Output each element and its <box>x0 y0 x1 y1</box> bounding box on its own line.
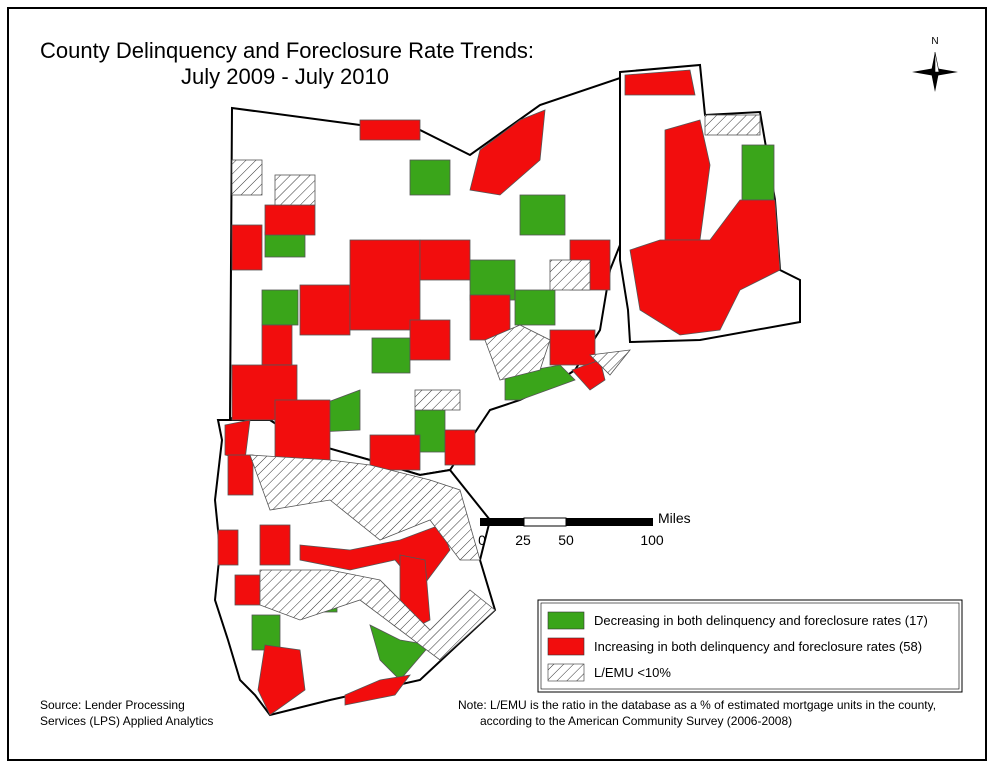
county <box>741 144 775 201</box>
legend-swatch <box>547 611 585 630</box>
county <box>299 284 351 336</box>
county <box>227 454 254 496</box>
county <box>234 574 261 606</box>
county <box>259 569 496 661</box>
county <box>629 199 781 336</box>
legend-label: L/EMU <10% <box>594 665 671 680</box>
county <box>274 399 331 461</box>
county <box>589 349 631 376</box>
county <box>484 324 551 381</box>
compass-label: N <box>931 36 938 47</box>
map <box>213 63 801 717</box>
scale-label: 0 <box>478 532 486 548</box>
scale-label: 100 <box>640 532 664 548</box>
county <box>549 329 596 366</box>
county <box>371 337 411 374</box>
county <box>419 239 471 281</box>
county <box>264 204 316 236</box>
county <box>549 259 591 291</box>
county <box>231 224 263 271</box>
county <box>369 624 431 681</box>
legend-label: Decreasing in both delinquency and forec… <box>594 613 928 628</box>
counties <box>217 69 781 716</box>
county <box>624 69 696 96</box>
county <box>344 674 411 706</box>
county <box>519 194 566 236</box>
county <box>414 389 461 411</box>
county <box>664 119 711 241</box>
county <box>217 529 239 566</box>
legend: Decreasing in both delinquency and forec… <box>537 599 963 693</box>
county <box>231 159 263 196</box>
note-line2: according to the American Community Surv… <box>480 714 792 728</box>
scale-label: 25 <box>515 532 531 548</box>
county <box>571 359 606 391</box>
legend-swatch <box>547 637 585 656</box>
scale-label: 50 <box>558 532 574 548</box>
county <box>349 239 421 331</box>
county <box>409 319 451 361</box>
county <box>264 231 306 258</box>
source-line2: Services (LPS) Applied Analytics <box>40 714 213 728</box>
county <box>249 454 481 561</box>
county <box>409 159 451 196</box>
legend-label: Increasing in both delinquency and forec… <box>594 639 922 654</box>
county <box>704 114 761 136</box>
county <box>514 289 556 326</box>
legend-swatch <box>547 663 585 682</box>
county <box>369 434 421 471</box>
note-line1: Note: L/EMU is the ratio in the database… <box>458 698 936 712</box>
county <box>469 109 546 196</box>
compass: N <box>912 36 958 92</box>
county <box>274 174 316 206</box>
source-line1: Source: Lender Processing <box>40 698 185 712</box>
county <box>261 324 293 366</box>
county <box>259 524 291 566</box>
title-line2: July 2009 - July 2010 <box>181 64 389 89</box>
county <box>469 259 516 301</box>
county <box>444 429 476 466</box>
legend-box <box>537 599 963 693</box>
title-line1: County Delinquency and Foreclosure Rate … <box>40 38 534 63</box>
scale-unit: Miles <box>658 510 691 526</box>
county <box>359 119 421 141</box>
county <box>257 644 306 716</box>
scale-bar: Miles 0 25 50 100 <box>478 510 691 548</box>
county <box>261 289 299 326</box>
